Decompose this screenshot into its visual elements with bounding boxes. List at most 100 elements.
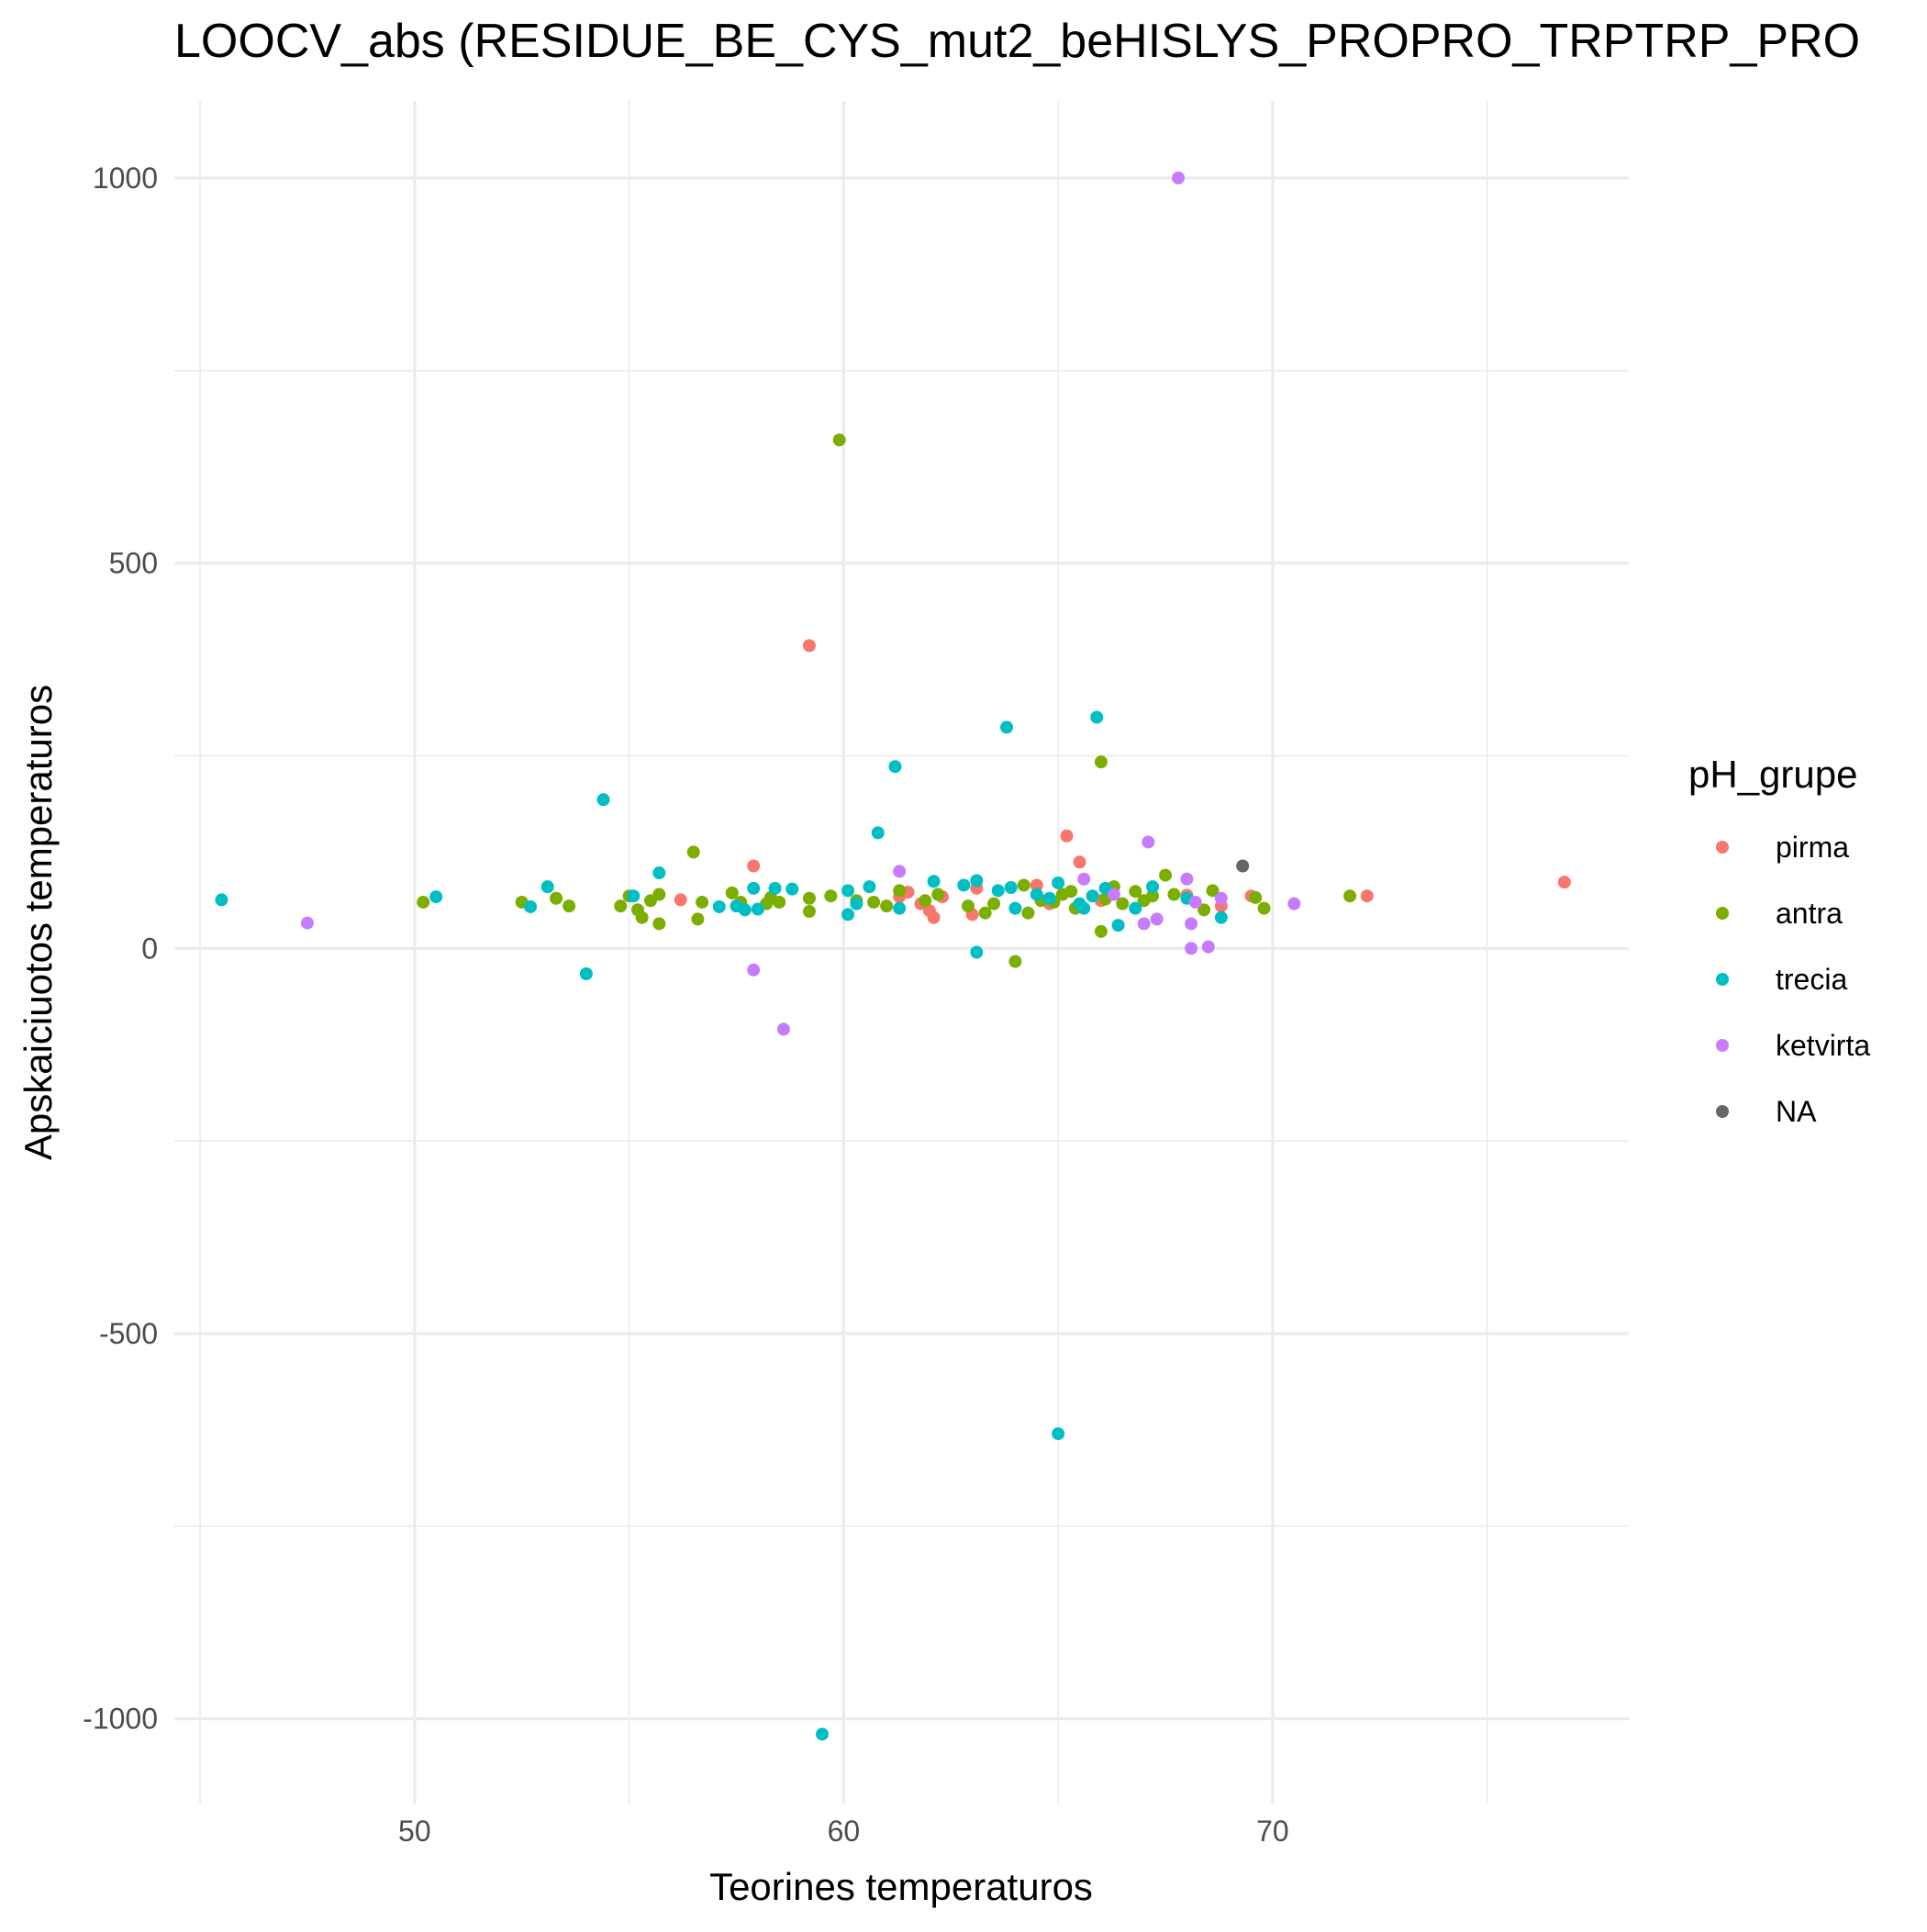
data-point <box>1000 720 1014 734</box>
data-point <box>1042 891 1056 905</box>
data-point <box>1159 868 1173 882</box>
data-point <box>635 910 649 924</box>
data-point <box>1201 940 1215 954</box>
data-point <box>888 760 902 774</box>
data-point <box>614 899 628 913</box>
minor-gridlines <box>174 101 1629 1804</box>
data-point <box>867 895 881 909</box>
data-point <box>1052 1427 1065 1441</box>
legend-items: pirma antra trecia ketvirta NA <box>1716 831 1870 1128</box>
data-point <box>1052 876 1065 889</box>
data-point <box>893 901 907 915</box>
data-point <box>978 906 992 920</box>
major-gridlines <box>174 101 1629 1804</box>
legend-item-ketvirta: ketvirta <box>1716 1029 1870 1062</box>
legend-label: ketvirta <box>1776 1029 1870 1062</box>
data-point <box>880 899 894 913</box>
data-point <box>550 891 563 905</box>
data-point <box>824 889 838 903</box>
data-point <box>738 903 752 917</box>
data-point <box>970 874 984 888</box>
data-point <box>1030 878 1043 892</box>
y-tick-label: -1000 <box>83 1703 158 1736</box>
data-point <box>1073 855 1086 869</box>
data-point <box>1150 912 1164 926</box>
data-point <box>652 888 666 901</box>
y-tick-label: 500 <box>109 547 158 580</box>
data-point <box>785 882 799 896</box>
data-point <box>627 889 640 903</box>
data-point <box>1064 885 1078 899</box>
data-points <box>215 171 1571 1741</box>
data-point <box>1129 901 1142 915</box>
data-point <box>1129 885 1142 899</box>
data-point <box>893 865 907 878</box>
data-point <box>776 1022 790 1036</box>
x-tick-label: 60 <box>828 1815 861 1848</box>
data-point <box>1107 888 1120 901</box>
data-point <box>712 899 726 913</box>
data-point <box>1116 897 1130 910</box>
data-point <box>429 890 443 904</box>
data-point <box>652 917 666 931</box>
legend-key <box>1716 1039 1729 1052</box>
data-point <box>215 893 228 907</box>
data-point <box>1287 897 1301 910</box>
data-point <box>674 893 687 907</box>
y-tick-label: 0 <box>141 932 158 965</box>
x-axis-tick-labels: 50 60 70 <box>398 1815 1289 1848</box>
data-point <box>1249 890 1263 904</box>
data-point <box>1185 942 1198 955</box>
legend-title: pH_grupe <box>1688 753 1857 796</box>
data-point <box>871 826 885 840</box>
data-point <box>841 884 855 898</box>
data-point <box>773 895 786 909</box>
data-point <box>970 945 984 959</box>
series-trecia <box>215 710 1228 1741</box>
data-point <box>987 897 1001 910</box>
data-point <box>1142 835 1155 849</box>
data-point <box>1008 901 1022 915</box>
legend-label: NA <box>1776 1095 1817 1128</box>
data-point <box>1094 924 1108 938</box>
data-point <box>1360 889 1374 903</box>
data-point <box>1137 917 1151 931</box>
data-point <box>1167 888 1181 901</box>
data-point <box>1146 889 1160 903</box>
data-point <box>991 884 1005 898</box>
data-point <box>863 880 876 894</box>
x-tick-label: 50 <box>398 1815 431 1848</box>
y-axis-tick-labels: -1000 -500 0 500 1000 <box>83 162 158 1736</box>
series-na <box>1236 859 1250 873</box>
data-point <box>652 866 666 880</box>
data-point <box>802 905 816 919</box>
data-point <box>961 899 975 913</box>
data-point <box>1060 829 1074 843</box>
data-point <box>1172 171 1186 184</box>
chart-title: LOOCV_abs (RESIDUE_BE_CYS_mut2_beHISLYS_… <box>174 15 1860 68</box>
legend-label: pirma <box>1776 831 1849 864</box>
legend-key <box>1716 1105 1729 1118</box>
data-point <box>768 881 782 895</box>
legend-label: trecia <box>1776 963 1847 996</box>
data-point <box>1021 906 1035 920</box>
data-point <box>417 895 430 909</box>
data-point <box>957 878 971 892</box>
data-point <box>1214 891 1228 905</box>
legend-item-pirma: pirma <box>1716 831 1849 864</box>
data-point <box>927 875 941 888</box>
data-point <box>1004 880 1018 894</box>
data-point <box>816 1727 830 1741</box>
x-axis-title: Teorines temperaturos <box>709 1865 1093 1908</box>
data-point <box>1236 859 1250 873</box>
data-point <box>751 902 764 916</box>
data-point <box>579 967 593 981</box>
data-point <box>1214 910 1228 924</box>
y-axis-title: Apskaiciuotos temperaturos <box>17 685 60 1160</box>
data-point <box>1188 895 1202 909</box>
data-point <box>747 963 761 977</box>
legend-item-trecia: trecia <box>1716 963 1847 996</box>
